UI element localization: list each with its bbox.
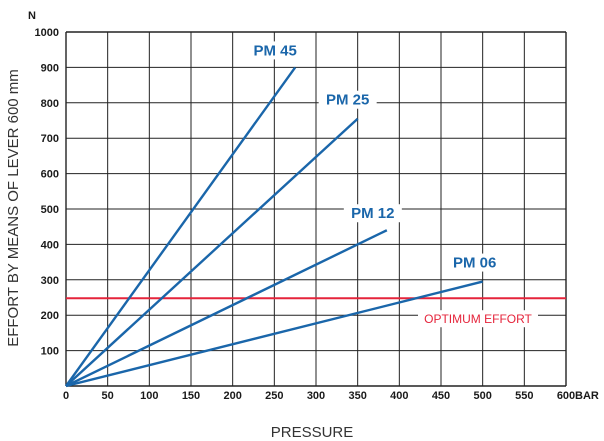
x-unit-label: BAR (575, 390, 599, 402)
series-label-bg (445, 253, 504, 272)
x-tick-label: 150 (182, 390, 200, 402)
y-tick-label: 200 (41, 310, 59, 322)
series-label: PM 06 (453, 255, 496, 272)
series-label-bg (343, 204, 402, 223)
optimum-effort-label: OPTIMUM EFFORT (424, 312, 532, 326)
series-label: PM 25 (326, 92, 369, 109)
series-line (65, 66, 297, 387)
x-tick-label: 250 (265, 390, 283, 402)
y-tick-label: 1000 (35, 27, 59, 39)
y-tick-label: 300 (41, 275, 59, 287)
x-axis-title: PRESSURE (271, 424, 354, 441)
y-unit-label: N (28, 10, 36, 22)
series-label: PM 45 (253, 42, 296, 59)
x-tick-label: 0 (63, 390, 69, 402)
tick-labels: 0 50 100 150 200 250 300 350 400 450 500 550 600 100 2… (35, 27, 576, 402)
y-tick-label: 600 (41, 169, 59, 181)
x-tick-label: 550 (515, 390, 533, 402)
series-line (65, 280, 483, 388)
series-label: PM 12 (351, 205, 394, 222)
x-tick-label: 200 (223, 390, 241, 402)
y-tick-label: 500 (41, 204, 59, 216)
y-tick-label: 900 (41, 62, 59, 74)
grid (65, 31, 567, 387)
series-line (65, 229, 388, 388)
y-tick-label: 400 (41, 239, 59, 251)
y-axis-title: EFFORT BY MEANS OF LEVER 600 mm (5, 69, 22, 347)
y-tick-label: 100 (41, 346, 59, 358)
x-tick-label: 300 (307, 390, 325, 402)
x-tick-label: 400 (390, 390, 408, 402)
x-tick-label: 600 (557, 390, 575, 402)
optimum-effort-label-bg (418, 310, 538, 328)
x-tick-label: 350 (348, 390, 366, 402)
series-label-bg (318, 90, 377, 109)
series-line (65, 117, 359, 387)
y-tick-label: 700 (41, 133, 59, 145)
y-tick-label: 800 (41, 98, 59, 110)
x-tick-label: 500 (473, 390, 491, 402)
series-label-bg (246, 41, 305, 60)
x-tick-label: 100 (140, 390, 158, 402)
x-tick-label: 50 (102, 390, 114, 402)
x-tick-label: 450 (432, 390, 450, 402)
series-layer: OPTIMUM EFFORT PM 45 PM 25 PM 12 PM 06 (65, 41, 566, 388)
